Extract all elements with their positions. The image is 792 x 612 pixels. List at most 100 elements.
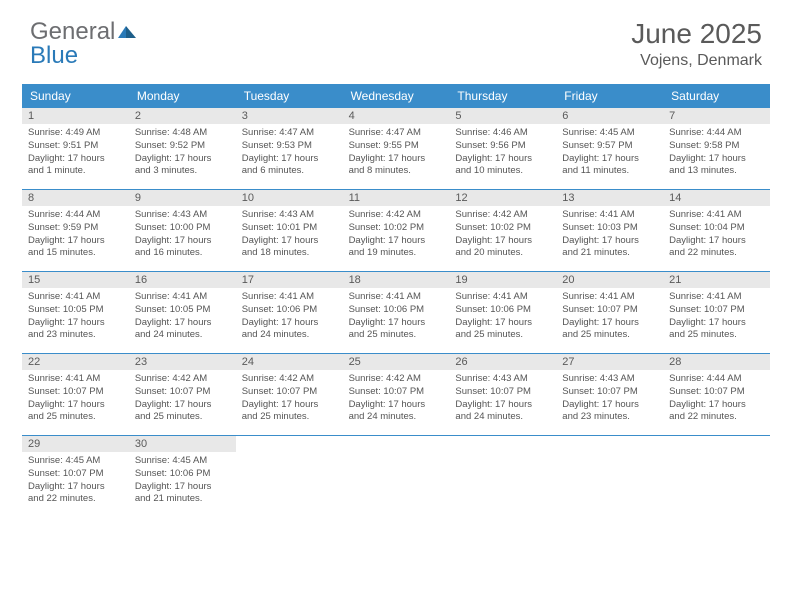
date-number: 21 xyxy=(663,272,770,288)
date-number: 19 xyxy=(449,272,556,288)
day-cell: 20Sunrise: 4:41 AMSunset: 10:07 PMDaylig… xyxy=(556,272,663,353)
sunrise-text: Sunrise: 4:41 AM xyxy=(562,209,657,222)
date-number: 4 xyxy=(343,108,450,124)
sunrise-text: Sunrise: 4:44 AM xyxy=(669,127,764,140)
day-cell: 5Sunrise: 4:46 AMSunset: 9:56 PMDaylight… xyxy=(449,108,556,189)
daylight-text: Daylight: 17 hours and 10 minutes. xyxy=(455,153,550,179)
sunset-text: Sunset: 10:06 PM xyxy=(135,468,230,481)
day-cell: 18Sunrise: 4:41 AMSunset: 10:06 PMDaylig… xyxy=(343,272,450,353)
date-number: 12 xyxy=(449,190,556,206)
day-cell: 2Sunrise: 4:48 AMSunset: 9:52 PMDaylight… xyxy=(129,108,236,189)
daylight-text: Daylight: 17 hours and 25 minutes. xyxy=(455,317,550,343)
day-cell: 13Sunrise: 4:41 AMSunset: 10:03 PMDaylig… xyxy=(556,190,663,271)
sunrise-text: Sunrise: 4:41 AM xyxy=(669,209,764,222)
day-details: Sunrise: 4:45 AMSunset: 9:57 PMDaylight:… xyxy=(556,124,663,182)
date-number: 14 xyxy=(663,190,770,206)
date-number: 5 xyxy=(449,108,556,124)
daylight-text: Daylight: 17 hours and 23 minutes. xyxy=(562,399,657,425)
sunrise-text: Sunrise: 4:41 AM xyxy=(349,291,444,304)
sunset-text: Sunset: 10:05 PM xyxy=(135,304,230,317)
daylight-text: Daylight: 17 hours and 16 minutes. xyxy=(135,235,230,261)
sunset-text: Sunset: 9:52 PM xyxy=(135,140,230,153)
day-cell: 16Sunrise: 4:41 AMSunset: 10:05 PMDaylig… xyxy=(129,272,236,353)
day-details: Sunrise: 4:41 AMSunset: 10:05 PMDaylight… xyxy=(129,288,236,346)
sunrise-text: Sunrise: 4:45 AM xyxy=(28,455,123,468)
day-details: Sunrise: 4:43 AMSunset: 10:07 PMDaylight… xyxy=(556,370,663,428)
sunset-text: Sunset: 9:55 PM xyxy=(349,140,444,153)
sunset-text: Sunset: 9:57 PM xyxy=(562,140,657,153)
day-cell: 19Sunrise: 4:41 AMSunset: 10:06 PMDaylig… xyxy=(449,272,556,353)
day-details: Sunrise: 4:47 AMSunset: 9:55 PMDaylight:… xyxy=(343,124,450,182)
sunset-text: Sunset: 10:07 PM xyxy=(562,304,657,317)
sunrise-text: Sunrise: 4:43 AM xyxy=(135,209,230,222)
daylight-text: Daylight: 17 hours and 19 minutes. xyxy=(349,235,444,261)
day-details: Sunrise: 4:48 AMSunset: 9:52 PMDaylight:… xyxy=(129,124,236,182)
sunrise-text: Sunrise: 4:43 AM xyxy=(242,209,337,222)
daylight-text: Daylight: 17 hours and 18 minutes. xyxy=(242,235,337,261)
sunset-text: Sunset: 10:06 PM xyxy=(349,304,444,317)
date-number: 15 xyxy=(22,272,129,288)
day-cell: 6Sunrise: 4:45 AMSunset: 9:57 PMDaylight… xyxy=(556,108,663,189)
day-header-cell: Wednesday xyxy=(343,84,450,108)
daylight-text: Daylight: 17 hours and 3 minutes. xyxy=(135,153,230,179)
sunrise-text: Sunrise: 4:44 AM xyxy=(669,373,764,386)
sunset-text: Sunset: 10:07 PM xyxy=(349,386,444,399)
date-number: 20 xyxy=(556,272,663,288)
daylight-text: Daylight: 17 hours and 25 minutes. xyxy=(349,317,444,343)
date-number: 23 xyxy=(129,354,236,370)
sunset-text: Sunset: 9:59 PM xyxy=(28,222,123,235)
day-details: Sunrise: 4:41 AMSunset: 10:05 PMDaylight… xyxy=(22,288,129,346)
sunset-text: Sunset: 10:07 PM xyxy=(669,304,764,317)
week-row: 8 Sunrise: 4:44 AMSunset: 9:59 PM Daylight… xyxy=(22,190,770,272)
day-header-cell: Saturday xyxy=(663,84,770,108)
sunrise-text: Sunrise: 4:43 AM xyxy=(455,373,550,386)
day-details: Sunrise: 4:42 AMSunset: 10:02 PMDaylight… xyxy=(343,206,450,264)
day-cell: 29Sunrise: 4:45 AMSunset: 10:07 PMDaylig… xyxy=(22,436,129,518)
day-cell: 22Sunrise: 4:41 AMSunset: 10:07 PMDaylig… xyxy=(22,354,129,435)
day-details: Sunrise: 4:43 AMSunset: 10:00 PMDaylight… xyxy=(129,206,236,264)
day-cell: 8Sunrise: 4:44 AMSunset: 9:59 PMDaylight… xyxy=(22,190,129,271)
day-details: Sunrise: 4:42 AMSunset: 10:02 PMDaylight… xyxy=(449,206,556,264)
empty-cell xyxy=(449,436,556,518)
day-cell: 23Sunrise: 4:42 AMSunset: 10:07 PMDaylig… xyxy=(129,354,236,435)
daylight-text: Daylight: 17 hours and 24 minutes. xyxy=(455,399,550,425)
date-number: 17 xyxy=(236,272,343,288)
day-details: Sunrise: 4:41 AMSunset: 10:06 PMDaylight… xyxy=(343,288,450,346)
day-header-cell: Monday xyxy=(129,84,236,108)
date-number: 8 xyxy=(22,190,129,206)
week-row: 1Sunrise: 4:49 AMSunset: 9:51 PMDaylight… xyxy=(22,108,770,190)
date-number: 16 xyxy=(129,272,236,288)
sunrise-text: Sunrise: 4:44 AM xyxy=(28,209,123,222)
daylight-text: Daylight: 17 hours and 24 minutes. xyxy=(242,317,337,343)
sunrise-text: Sunrise: 4:47 AM xyxy=(242,127,337,140)
sunrise-text: Sunrise: 4:48 AM xyxy=(135,127,230,140)
sunrise-text: Sunrise: 4:42 AM xyxy=(455,209,550,222)
date-number: 3 xyxy=(236,108,343,124)
logo-icon xyxy=(118,18,138,46)
logo-text-2: Blue xyxy=(30,42,138,70)
daylight-text: Daylight: 17 hours and 25 minutes. xyxy=(669,317,764,343)
day-cell: 11Sunrise: 4:42 AMSunset: 10:02 PMDaylig… xyxy=(343,190,450,271)
sunset-text: Sunset: 10:06 PM xyxy=(455,304,550,317)
sunset-text: Sunset: 10:06 PM xyxy=(242,304,337,317)
calendar: SundayMondayTuesdayWednesdayThursdayFrid… xyxy=(22,84,770,518)
date-number: 9 xyxy=(129,190,236,206)
empty-cell xyxy=(343,436,450,518)
sunrise-text: Sunrise: 4:43 AM xyxy=(562,373,657,386)
daylight-text: Daylight: 17 hours and 20 minutes. xyxy=(455,235,550,261)
sunset-text: Sunset: 10:07 PM xyxy=(455,386,550,399)
sunset-text: Sunset: 10:00 PM xyxy=(135,222,230,235)
week-row: 29Sunrise: 4:45 AMSunset: 10:07 PMDaylig… xyxy=(22,436,770,518)
day-cell: 30Sunrise: 4:45 AMSunset: 10:06 PMDaylig… xyxy=(129,436,236,518)
day-cell: 15Sunrise: 4:41 AMSunset: 10:05 PMDaylig… xyxy=(22,272,129,353)
sunrise-text: Sunrise: 4:42 AM xyxy=(135,373,230,386)
day-cell: 24Sunrise: 4:42 AMSunset: 10:07 PMDaylig… xyxy=(236,354,343,435)
day-details: Sunrise: 4:45 AMSunset: 10:06 PMDaylight… xyxy=(129,452,236,510)
empty-cell xyxy=(236,436,343,518)
date-number: 30 xyxy=(129,436,236,452)
day-details: Sunrise: 4:45 AMSunset: 10:07 PMDaylight… xyxy=(22,452,129,510)
day-details: Sunrise: 4:41 AMSunset: 10:07 PMDaylight… xyxy=(663,288,770,346)
month-title: June 2025 xyxy=(631,18,762,50)
day-details: Sunrise: 4:49 AMSunset: 9:51 PMDaylight:… xyxy=(22,124,129,182)
sunset-text: Sunset: 10:02 PM xyxy=(349,222,444,235)
